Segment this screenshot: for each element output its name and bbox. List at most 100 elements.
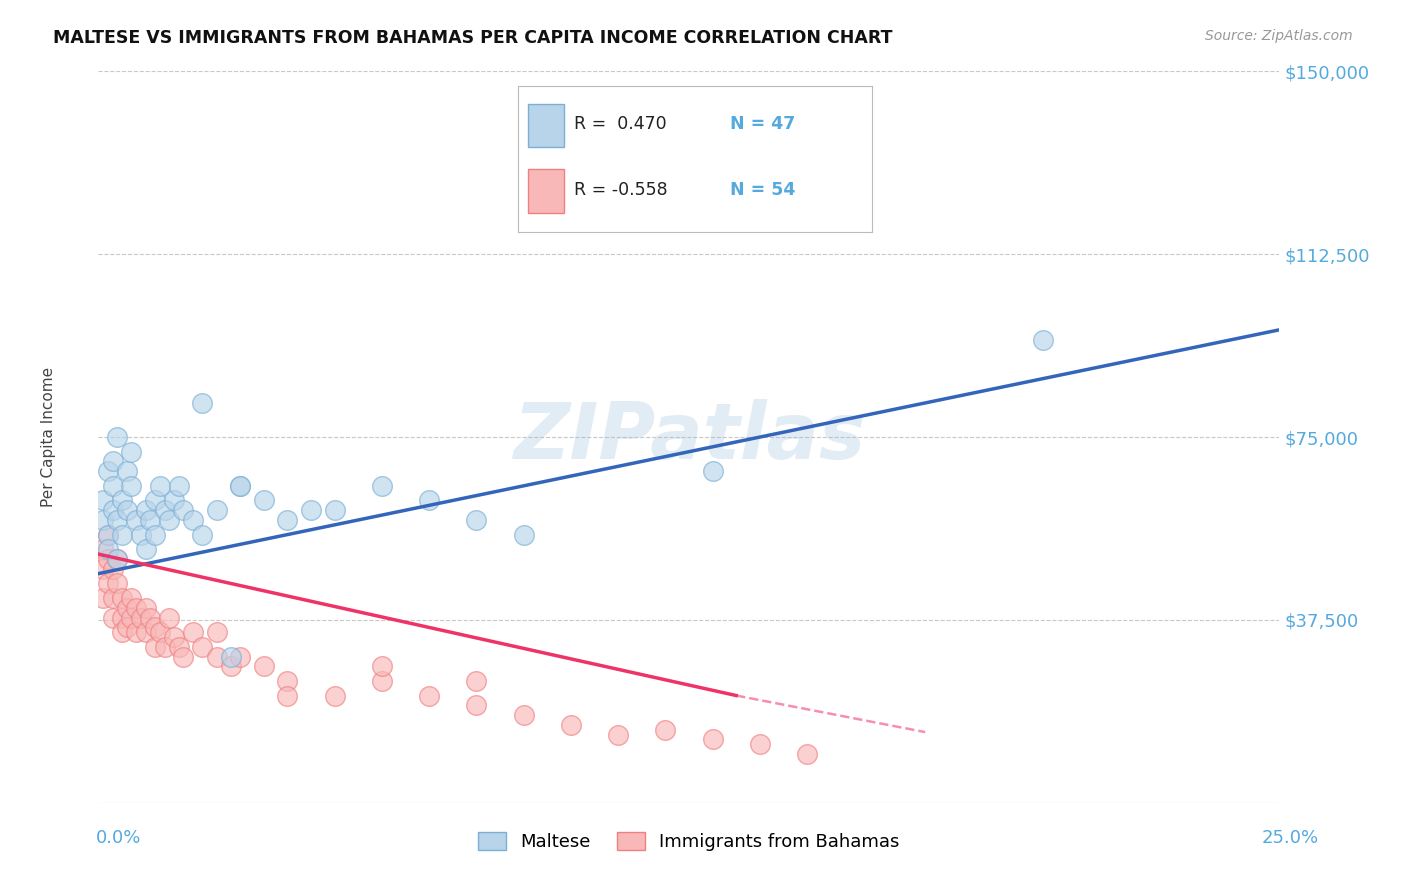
Point [143, 620, 166, 634]
Point [167, 479, 190, 493]
Point [101, 591, 124, 605]
Point [135, 503, 157, 517]
Point [418, 493, 440, 508]
Point [149, 479, 172, 493]
Point [276, 513, 298, 527]
Point [135, 600, 157, 615]
Point [115, 503, 138, 517]
Point [143, 493, 166, 508]
Point [418, 689, 440, 703]
Point [139, 610, 162, 624]
Point [205, 625, 228, 640]
Point [105, 576, 128, 591]
Point [91, 513, 114, 527]
Point [125, 513, 148, 527]
Point [299, 503, 322, 517]
Point [105, 513, 128, 527]
Point [111, 527, 134, 541]
Point [465, 673, 488, 688]
Point [101, 479, 124, 493]
Point [748, 737, 770, 751]
Point [129, 527, 152, 541]
Point [323, 503, 346, 517]
Point [654, 723, 676, 737]
Text: 0.0%: 0.0% [96, 829, 141, 847]
Point [229, 479, 252, 493]
Text: Per Capita Income: Per Capita Income [41, 367, 56, 508]
Point [191, 640, 214, 654]
Point [121, 591, 143, 605]
Point [153, 503, 176, 517]
Point [105, 552, 128, 566]
Text: 25.0%: 25.0% [1261, 829, 1319, 847]
Point [157, 513, 180, 527]
Point [465, 698, 488, 713]
Point [143, 527, 166, 541]
Point [105, 430, 128, 444]
Point [101, 562, 124, 576]
Point [97, 464, 120, 478]
Legend: Maltese, Immigrants from Bahamas: Maltese, Immigrants from Bahamas [471, 824, 907, 858]
Point [512, 708, 534, 723]
Point [101, 503, 124, 517]
Point [371, 479, 394, 493]
Point [91, 542, 114, 557]
Point [205, 649, 228, 664]
Point [153, 640, 176, 654]
Point [115, 464, 138, 478]
Point [465, 513, 488, 527]
Point [229, 649, 252, 664]
Point [607, 727, 630, 741]
Point [219, 659, 242, 673]
Text: ZIPatlas: ZIPatlas [513, 399, 865, 475]
Point [167, 640, 190, 654]
Point [91, 562, 114, 576]
Point [111, 591, 134, 605]
Point [253, 659, 276, 673]
Point [121, 610, 143, 624]
Point [191, 527, 214, 541]
Point [97, 542, 120, 557]
Point [512, 527, 534, 541]
Point [129, 610, 152, 624]
Point [560, 718, 582, 732]
Point [172, 503, 194, 517]
Point [229, 479, 252, 493]
Point [115, 600, 138, 615]
Point [97, 576, 120, 591]
Point [111, 610, 134, 624]
Point [191, 396, 214, 410]
Point [135, 625, 157, 640]
Text: Source: ZipAtlas.com: Source: ZipAtlas.com [1205, 29, 1353, 43]
Point [115, 620, 138, 634]
Point [91, 591, 114, 605]
Point [139, 513, 162, 527]
Point [253, 493, 276, 508]
Point [125, 625, 148, 640]
Point [205, 503, 228, 517]
Point [97, 527, 120, 541]
Point [276, 689, 298, 703]
Point [101, 610, 124, 624]
Point [181, 513, 204, 527]
Point [219, 649, 242, 664]
Point [276, 673, 298, 688]
Text: MALTESE VS IMMIGRANTS FROM BAHAMAS PER CAPITA INCOME CORRELATION CHART: MALTESE VS IMMIGRANTS FROM BAHAMAS PER C… [53, 29, 893, 46]
Point [702, 732, 724, 747]
Point [1032, 333, 1054, 347]
Point [105, 552, 128, 566]
Point [323, 689, 346, 703]
Point [91, 493, 114, 508]
Point [163, 493, 186, 508]
Point [121, 444, 143, 458]
Point [101, 454, 124, 468]
Point [702, 464, 724, 478]
Point [135, 542, 157, 557]
Point [97, 527, 120, 541]
Point [121, 479, 143, 493]
Point [111, 625, 134, 640]
Point [111, 493, 134, 508]
Point [371, 673, 394, 688]
Point [371, 659, 394, 673]
Point [125, 600, 148, 615]
